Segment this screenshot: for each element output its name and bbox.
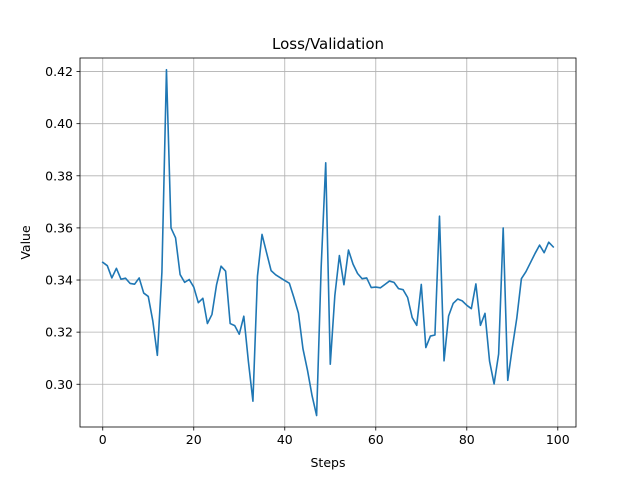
y-axis-label: Value: [18, 225, 33, 260]
x-tick-label: 0: [99, 432, 107, 447]
x-tick-label: 60: [368, 432, 384, 447]
x-axis-label: Steps: [311, 455, 346, 470]
plot-series: [101, 68, 555, 417]
chart-title: Loss/Validation: [272, 35, 384, 53]
x-tick-label: 80: [459, 432, 475, 447]
y-tick-label: 0.40: [45, 116, 73, 131]
y-tick-label: 0.42: [45, 64, 73, 79]
plot-area-frame: [79, 57, 577, 428]
x-tick-label: 100: [546, 432, 570, 447]
y-tick-label: 0.36: [45, 220, 73, 235]
grid-lines: [80, 58, 576, 427]
y-tick-label: 0.30: [45, 377, 73, 392]
x-tick-label: 40: [277, 432, 293, 447]
y-tick-label: 0.32: [45, 325, 73, 340]
y-tick-label: 0.34: [45, 273, 73, 288]
y-tick-label: 0.38: [45, 168, 73, 183]
axis-ticks: 0 20 40 60 80 100 0.30 0.32 0.34 0.36 0.38 0.40 0.42: [45, 64, 570, 447]
series-line: [101, 68, 555, 417]
x-tick-label: 20: [186, 432, 202, 447]
